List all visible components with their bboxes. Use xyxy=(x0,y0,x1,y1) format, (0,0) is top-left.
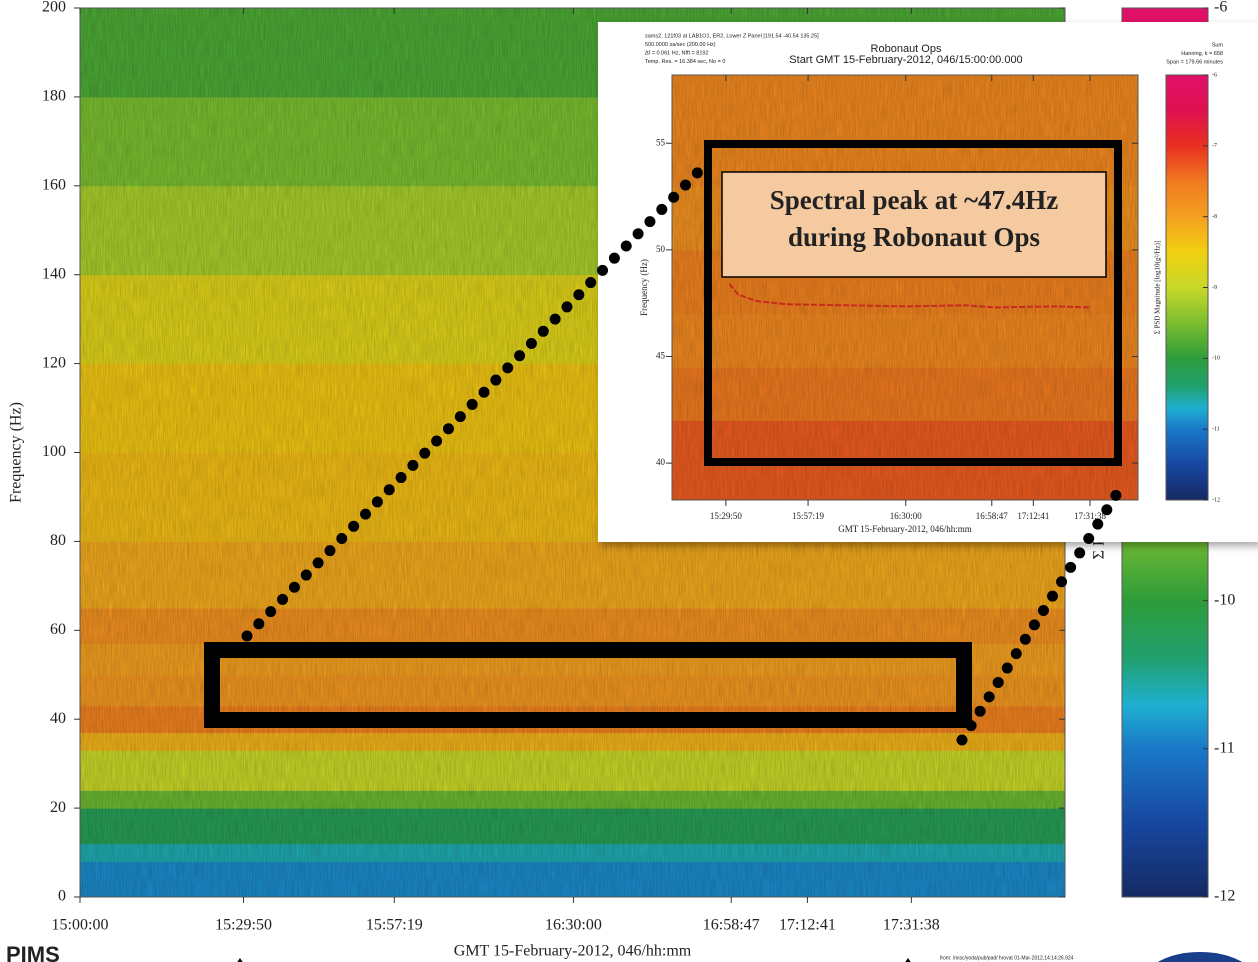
x-tick-label: 15:00:00 xyxy=(52,917,109,934)
y-tick-label: 20 xyxy=(50,799,66,816)
y-tick-label: 45 xyxy=(656,351,666,361)
y-axis-label: Frequency (Hz) xyxy=(639,259,649,316)
y-axis-label: Frequency (Hz) xyxy=(8,402,25,503)
colorbar-tick-label: -6 xyxy=(1212,72,1217,78)
x-tick-label: 15:57:19 xyxy=(366,917,423,934)
x-axis-label: GMT 15-February-2012, 046/hh:mm xyxy=(454,943,692,960)
header-text: Sum xyxy=(1212,42,1224,48)
y-tick-label: 180 xyxy=(42,88,66,105)
colorbar-tick-label: -8 xyxy=(1212,214,1217,220)
header-text: Δf = 0.061 Hz, Nfft = 8192 xyxy=(645,50,709,56)
colorbar-tick-label: -11 xyxy=(1214,740,1235,757)
y-tick-label: 40 xyxy=(50,710,66,727)
colorbar-tick-label: -10 xyxy=(1214,591,1235,608)
y-tick-label: 160 xyxy=(42,176,66,193)
y-tick-label: 140 xyxy=(42,265,66,282)
y-tick-label: 40 xyxy=(656,457,666,467)
colorbar-tick-label: -12 xyxy=(1212,497,1220,503)
header-text: Hanning, k = 658 xyxy=(1181,51,1223,57)
x-tick-label: 15:29:50 xyxy=(710,511,743,521)
footer: from: /misc/yoda/pub/pad/ hrovat 01-Mar-… xyxy=(940,955,1074,961)
x-tick-label: 17:31:38 xyxy=(1074,511,1107,521)
colorbar-tick-label: -10 xyxy=(1212,356,1220,362)
y-tick-label: 0 xyxy=(58,888,66,905)
colorbar xyxy=(1166,75,1208,500)
colorbar-tick-label: -12 xyxy=(1214,888,1235,905)
annotation: Spectral peak at ~47.4Hz xyxy=(770,185,1059,215)
y-tick-label: 50 xyxy=(656,244,666,254)
y-tick-label: 100 xyxy=(42,443,66,460)
y-tick-label: 55 xyxy=(656,137,666,147)
x-tick-label: 15:57:19 xyxy=(792,511,825,521)
plot-area xyxy=(672,75,1138,501)
header-text: sams2, 121f03 at LAB1O1, ER2, Lower Z Pa… xyxy=(645,33,819,39)
x-tick-label: 17:12:41 xyxy=(779,917,836,934)
y-tick-label: 60 xyxy=(50,621,66,638)
x-tick-label: 15:29:50 xyxy=(215,917,272,934)
x-axis-label: GMT 15-February-2012, 046/hh:mm xyxy=(838,524,972,534)
y-tick-label: 120 xyxy=(42,354,66,371)
colorbar-tick-label: -7 xyxy=(1212,143,1217,149)
logo: PIMS xyxy=(6,942,60,962)
annotation: during Robonaut Ops xyxy=(788,222,1040,252)
x-tick-label: 16:58:47 xyxy=(703,917,760,934)
x-tick-label: 16:30:00 xyxy=(890,511,923,521)
header-text: 500.0000 sa/sec (200.00 Hz) xyxy=(645,42,716,48)
chart-subtitle: Start GMT 15-February-2012, 046/15:00:00… xyxy=(789,54,1022,66)
colorbar-tick-label: -9 xyxy=(1212,285,1217,291)
y-tick-label: 200 xyxy=(42,0,66,16)
x-tick-label: 16:30:00 xyxy=(545,917,602,934)
y-tick-label: 80 xyxy=(50,532,66,549)
logo xyxy=(1145,952,1255,962)
x-tick-label: 16:58:47 xyxy=(976,511,1009,521)
colorbar-label: Σ PSD Magnitude [log10(g²/Hz)] xyxy=(1154,241,1162,334)
x-tick-label: 17:12:41 xyxy=(1017,511,1049,521)
header-text: Span = 179.66 minutes xyxy=(1166,59,1223,65)
header-text: Temp. Res. = 16.384 sec, No = 0 xyxy=(645,59,725,65)
colorbar-tick-label: -11 xyxy=(1212,427,1220,433)
colorbar-tick-label: -6 xyxy=(1214,0,1227,16)
texture xyxy=(672,75,1138,500)
x-tick-label: 17:31:38 xyxy=(883,917,940,934)
